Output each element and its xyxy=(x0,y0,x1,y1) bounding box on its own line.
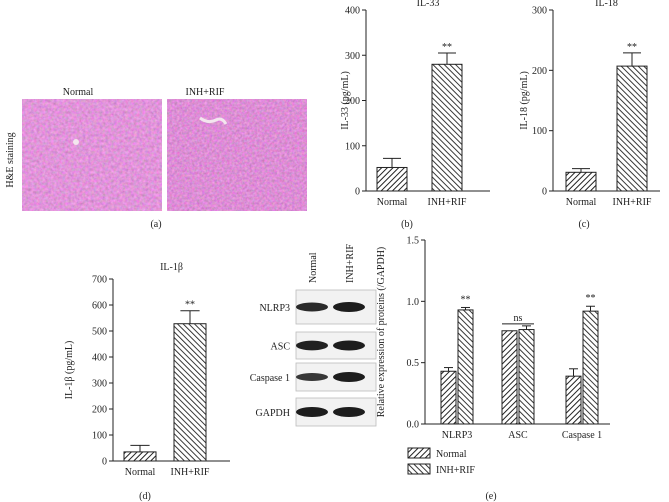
bar xyxy=(376,166,408,192)
band-label: GAPDH xyxy=(256,408,290,419)
significance-label: ** xyxy=(442,42,452,53)
blot-band xyxy=(333,302,365,312)
panel-label-b: (b) xyxy=(401,219,413,230)
y-tick-label: 0 xyxy=(102,457,107,468)
y-tick-label: 1.0 xyxy=(407,297,420,308)
y-tick-label: 0.5 xyxy=(407,358,420,369)
x-tick-label: Normal xyxy=(377,197,408,208)
lane-label: INH+RIF xyxy=(345,244,356,283)
he-image-normal xyxy=(22,99,162,211)
chart-title: IL-1β xyxy=(160,262,183,273)
band-label: Caspase 1 xyxy=(250,373,290,384)
chart-il33: 0 100 200 300 400 IL-33 (pg/mL) IL-33 Normal ** I… xyxy=(340,0,490,208)
legend-label: INH+RIF xyxy=(436,465,475,476)
blot-band xyxy=(296,373,328,381)
y-axis-label: IL-1β (pg/mL) xyxy=(64,341,75,400)
x-tick-label: INH+RIF xyxy=(613,197,652,208)
y-tick-label: 300 xyxy=(345,51,360,62)
blot-band xyxy=(333,372,365,382)
chart-il18: 0 100 200 300 IL-18 (pg/mL) IL-18 Normal ** INH+… xyxy=(519,0,660,208)
panel-label-e: (e) xyxy=(485,491,496,502)
blot-band xyxy=(296,340,328,351)
y-tick-label: 300 xyxy=(92,379,107,390)
y-tick-label: 300 xyxy=(532,6,547,17)
band-label: ASC xyxy=(271,342,291,353)
chart-il1b: 0 100 200 300 400 500 600 700 IL-1β (pg/mL) IL-1β… xyxy=(64,262,230,478)
bar xyxy=(565,171,597,192)
significance-label: ** xyxy=(586,293,596,304)
blot-band xyxy=(296,302,328,312)
y-tick-label: 200 xyxy=(345,96,360,107)
he-image-treated xyxy=(167,99,307,211)
y-tick-label: 0 xyxy=(542,187,547,198)
y-tick-label: 400 xyxy=(345,6,360,17)
significance-label: ** xyxy=(461,294,471,305)
significance-label: ** xyxy=(185,300,195,311)
y-axis-label: IL-18 (pg/mL) xyxy=(519,71,530,130)
panel-label-c: (c) xyxy=(578,219,589,230)
bar xyxy=(501,330,518,425)
y-tick-label: 100 xyxy=(532,126,547,137)
x-tick-label: INH+RIF xyxy=(428,197,467,208)
blot-band xyxy=(333,407,365,417)
y-tick-label: 400 xyxy=(92,353,107,364)
bar xyxy=(440,370,457,425)
blot-band xyxy=(296,407,328,417)
he-vessel-spot xyxy=(73,139,79,145)
bar xyxy=(173,323,207,462)
y-tick-label: 700 xyxy=(92,275,107,286)
y-tick-label: 600 xyxy=(92,301,107,312)
legend-swatch xyxy=(407,447,431,459)
legend-swatch xyxy=(407,463,431,475)
x-tick-label: ASC xyxy=(508,430,528,441)
y-axis-label: IL-33 (pg/mL) xyxy=(340,71,351,130)
lane-label: Normal xyxy=(308,252,319,283)
x-tick-label: Normal xyxy=(125,467,156,478)
significance-label: ns xyxy=(514,313,523,324)
y-tick-label: 200 xyxy=(92,405,107,416)
bar xyxy=(431,63,463,192)
x-tick-label: Caspase 1 xyxy=(562,430,602,441)
y-axis-label: Relative expression of proteins (/GAPDH) xyxy=(376,247,387,418)
bar xyxy=(616,65,648,192)
bar xyxy=(457,309,474,425)
y-tick-label: 200 xyxy=(532,66,547,77)
he-vessel-lumen xyxy=(199,116,228,125)
y-tick-label: 0.0 xyxy=(407,420,420,431)
y-tick-label: 100 xyxy=(92,431,107,442)
y-tick-label: 1.5 xyxy=(407,236,420,247)
x-tick-label: Normal xyxy=(566,197,597,208)
bar xyxy=(565,375,582,425)
y-tick-label: 100 xyxy=(345,141,360,152)
x-tick-label: INH+RIF xyxy=(171,467,210,478)
band-label: NLRP3 xyxy=(259,303,290,314)
y-tick-label: 0 xyxy=(355,187,360,198)
bar xyxy=(582,310,599,425)
chart-protein-expression: 0.0 0.5 1.0 1.5 Relative expression of prote… xyxy=(376,236,610,476)
blot-band xyxy=(333,340,365,351)
panel-label-d: (d) xyxy=(139,491,151,502)
bar xyxy=(123,451,157,462)
western-blot: Normal INH+RIF NLRP3 ASC Caspase 1 GAPDH xyxy=(250,244,377,427)
he-row-label: H&E staining xyxy=(5,132,16,187)
panel-label-a: (a) xyxy=(150,219,161,230)
x-tick-label: NLRP3 xyxy=(442,430,473,441)
bar xyxy=(518,329,535,425)
significance-label: ** xyxy=(627,42,637,53)
y-tick-label: 500 xyxy=(92,327,107,338)
he-treated-label: INH+RIF xyxy=(186,87,225,98)
chart-title: IL-18 xyxy=(595,0,618,9)
he-normal-label: Normal xyxy=(63,87,94,98)
legend-label: Normal xyxy=(436,449,467,460)
he-panel: Normal INH+RIF H&E staining (a) xyxy=(5,87,307,230)
chart-title: IL-33 xyxy=(417,0,440,9)
